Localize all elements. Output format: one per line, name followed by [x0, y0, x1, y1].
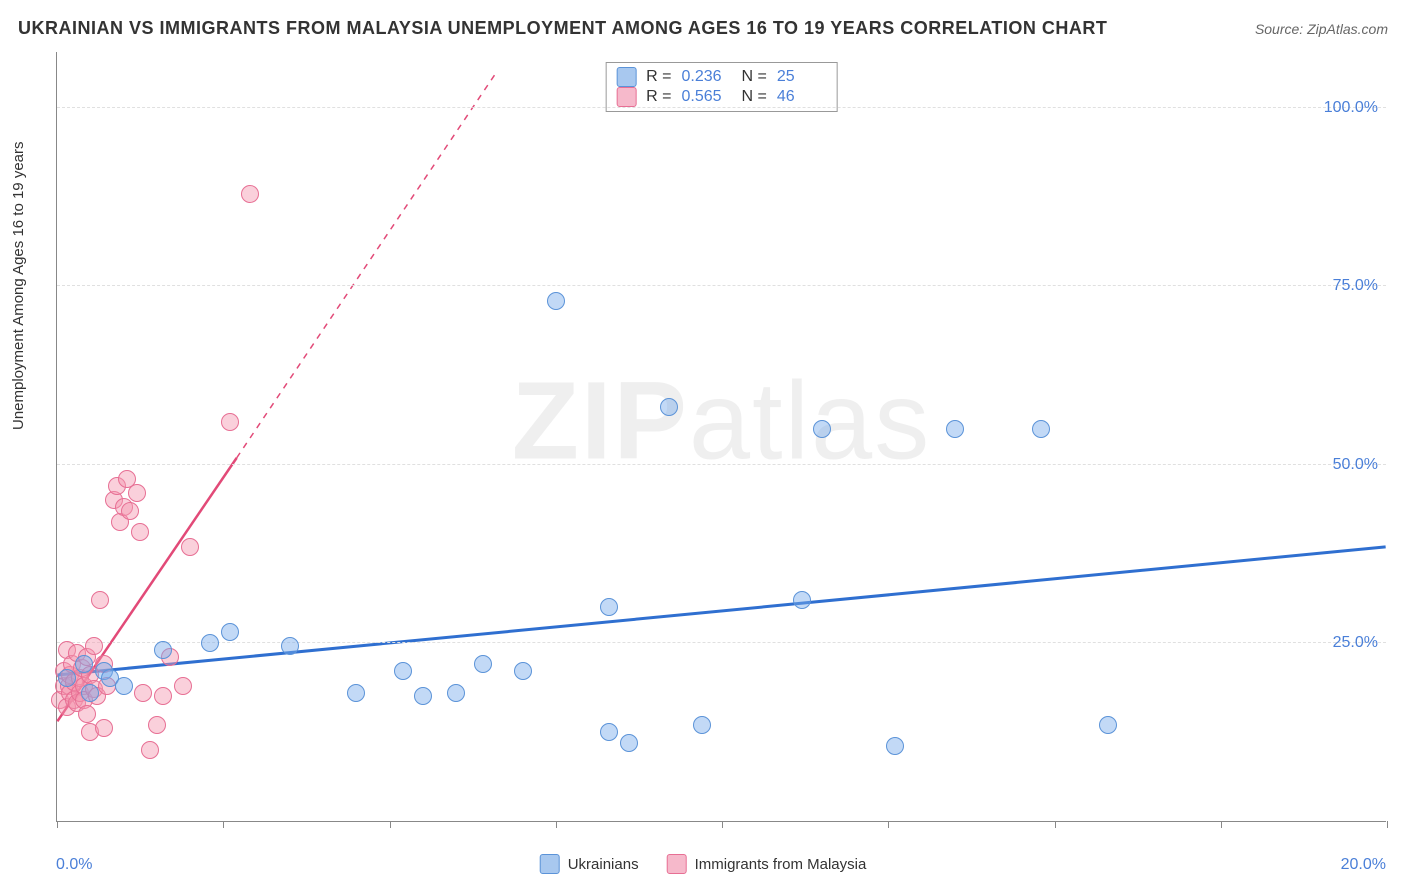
y-axis-label: Unemployment Among Ages 16 to 19 years [10, 141, 27, 430]
data-point [1032, 420, 1050, 438]
r-value-pink: 0.565 [682, 88, 732, 106]
data-point [181, 538, 199, 556]
data-point [886, 737, 904, 755]
data-point [474, 655, 492, 673]
data-point [134, 684, 152, 702]
chart-title: UKRAINIAN VS IMMIGRANTS FROM MALAYSIA UN… [18, 18, 1107, 39]
data-point [115, 677, 133, 695]
y-tick-label: 25.0% [1333, 634, 1378, 652]
legend-swatch-pink [667, 854, 687, 874]
y-tick-label: 100.0% [1324, 99, 1378, 117]
data-point [946, 420, 964, 438]
data-point [620, 734, 638, 752]
x-tick [1387, 821, 1388, 828]
x-tick [223, 821, 224, 828]
data-point [547, 292, 565, 310]
data-point [447, 684, 465, 702]
data-point [85, 637, 103, 655]
data-point [154, 687, 172, 705]
data-point [600, 598, 618, 616]
legend-swatch-pink [616, 87, 636, 107]
data-point [75, 655, 93, 673]
data-point [148, 716, 166, 734]
correlation-legend: R =0.236 N =25 R =0.565 N =46 [605, 62, 838, 112]
data-point [1099, 716, 1117, 734]
gridline [57, 464, 1386, 465]
x-tick [390, 821, 391, 828]
data-point [793, 591, 811, 609]
data-point [154, 641, 172, 659]
data-point [91, 591, 109, 609]
series-label-blue: Ukrainians [568, 856, 639, 873]
trend-line [57, 547, 1385, 675]
data-point [600, 723, 618, 741]
series-label-pink: Immigrants from Malaysia [695, 856, 867, 873]
data-point [813, 420, 831, 438]
data-point [131, 523, 149, 541]
data-point [693, 716, 711, 734]
gridline [57, 285, 1386, 286]
data-point [141, 741, 159, 759]
n-value-pink: 46 [777, 88, 827, 106]
data-point [128, 484, 146, 502]
x-tick [888, 821, 889, 828]
data-point [121, 502, 139, 520]
data-point [660, 398, 678, 416]
r-value-blue: 0.236 [682, 68, 732, 86]
x-tick [1221, 821, 1222, 828]
data-point [394, 662, 412, 680]
data-point [347, 684, 365, 702]
scatter-plot: ZIPatlas R =0.236 N =25 R =0.565 N =46 2… [56, 52, 1386, 822]
watermark: ZIPatlas [512, 358, 931, 485]
trend-lines-layer [57, 52, 1386, 821]
trend-line [237, 73, 496, 458]
data-point [58, 669, 76, 687]
x-tick [722, 821, 723, 828]
data-point [81, 684, 99, 702]
data-point [241, 185, 259, 203]
x-axis-min-label: 0.0% [56, 856, 92, 874]
y-tick-label: 75.0% [1333, 277, 1378, 295]
legend-swatch-blue [540, 854, 560, 874]
data-point [201, 634, 219, 652]
x-tick [556, 821, 557, 828]
legend-swatch-blue [616, 67, 636, 87]
x-axis-max-label: 20.0% [1341, 856, 1386, 874]
source-label: Source: ZipAtlas.com [1255, 21, 1388, 37]
gridline [57, 107, 1386, 108]
data-point [514, 662, 532, 680]
x-tick [1055, 821, 1056, 828]
y-tick-label: 50.0% [1333, 456, 1378, 474]
data-point [281, 637, 299, 655]
data-point [174, 677, 192, 695]
data-point [414, 687, 432, 705]
data-point [95, 719, 113, 737]
data-point [221, 623, 239, 641]
data-point [78, 705, 96, 723]
gridline [57, 642, 1386, 643]
n-value-blue: 25 [777, 68, 827, 86]
data-point [221, 413, 239, 431]
series-legend: Ukrainians Immigrants from Malaysia [540, 854, 867, 874]
x-tick [57, 821, 58, 828]
